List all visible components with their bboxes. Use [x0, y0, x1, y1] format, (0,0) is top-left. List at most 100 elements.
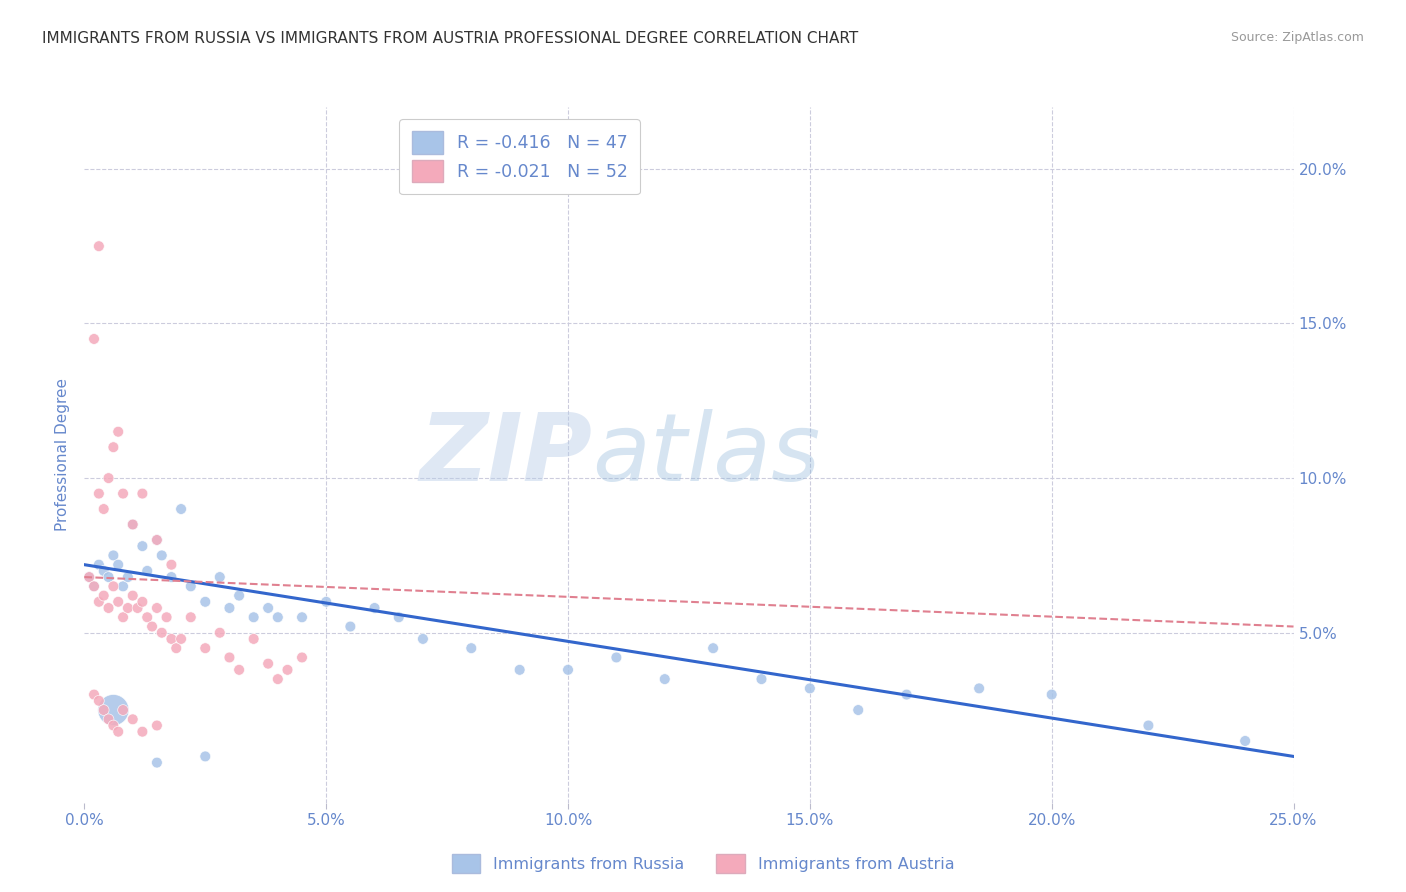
Point	[799, 681, 821, 696]
Point	[141, 619, 163, 633]
Point	[170, 502, 193, 516]
Point	[107, 558, 129, 572]
Point	[131, 724, 153, 739]
Point	[103, 703, 125, 717]
Point	[121, 517, 143, 532]
Point	[97, 471, 120, 485]
Point	[751, 672, 773, 686]
Point	[218, 650, 240, 665]
Point	[77, 570, 100, 584]
Point	[87, 239, 110, 253]
Point	[77, 570, 100, 584]
Point	[93, 502, 115, 516]
Point	[117, 570, 139, 584]
Point	[654, 672, 676, 686]
Point	[83, 579, 105, 593]
Legend: R = -0.416   N = 47, R = -0.021   N = 52: R = -0.416 N = 47, R = -0.021 N = 52	[399, 120, 640, 194]
Point	[267, 672, 290, 686]
Point	[165, 641, 187, 656]
Point	[97, 570, 120, 584]
Point	[131, 595, 153, 609]
Point	[146, 533, 169, 547]
Point	[131, 539, 153, 553]
Point	[103, 549, 125, 563]
Point	[160, 632, 183, 646]
Point	[228, 589, 250, 603]
Legend: Immigrants from Russia, Immigrants from Austria: Immigrants from Russia, Immigrants from …	[446, 847, 960, 880]
Point	[242, 632, 264, 646]
Point	[896, 688, 918, 702]
Point	[339, 619, 361, 633]
Point	[194, 595, 217, 609]
Point	[127, 601, 149, 615]
Point	[460, 641, 482, 656]
Point	[208, 570, 231, 584]
Point	[131, 486, 153, 500]
Point	[557, 663, 579, 677]
Point	[702, 641, 724, 656]
Point	[103, 718, 125, 732]
Point	[97, 712, 120, 726]
Point	[107, 425, 129, 439]
Text: ZIP: ZIP	[419, 409, 592, 501]
Point	[93, 589, 115, 603]
Point	[146, 601, 169, 615]
Point	[83, 332, 105, 346]
Point	[160, 558, 183, 572]
Point	[83, 688, 105, 702]
Point	[121, 517, 143, 532]
Point	[388, 610, 411, 624]
Point	[1137, 718, 1160, 732]
Point	[180, 610, 202, 624]
Point	[97, 601, 120, 615]
Text: IMMIGRANTS FROM RUSSIA VS IMMIGRANTS FROM AUSTRIA PROFESSIONAL DEGREE CORRELATIO: IMMIGRANTS FROM RUSSIA VS IMMIGRANTS FRO…	[42, 31, 859, 46]
Point	[363, 601, 385, 615]
Point	[136, 610, 159, 624]
Point	[107, 595, 129, 609]
Point	[155, 610, 177, 624]
Point	[150, 549, 173, 563]
Point	[257, 657, 280, 671]
Point	[121, 589, 143, 603]
Point	[267, 610, 290, 624]
Point	[117, 601, 139, 615]
Point	[967, 681, 990, 696]
Point	[87, 486, 110, 500]
Point	[146, 533, 169, 547]
Point	[412, 632, 434, 646]
Point	[276, 663, 298, 677]
Point	[194, 641, 217, 656]
Point	[112, 579, 135, 593]
Point	[136, 564, 159, 578]
Point	[93, 564, 115, 578]
Point	[846, 703, 869, 717]
Point	[103, 440, 125, 454]
Point	[170, 632, 193, 646]
Point	[218, 601, 240, 615]
Point	[150, 625, 173, 640]
Point	[242, 610, 264, 624]
Point	[87, 595, 110, 609]
Point	[112, 703, 135, 717]
Y-axis label: Professional Degree: Professional Degree	[55, 378, 70, 532]
Point	[107, 724, 129, 739]
Point	[1040, 688, 1063, 702]
Point	[112, 486, 135, 500]
Text: Source: ZipAtlas.com: Source: ZipAtlas.com	[1230, 31, 1364, 45]
Point	[180, 579, 202, 593]
Point	[103, 579, 125, 593]
Text: atlas: atlas	[592, 409, 821, 500]
Point	[257, 601, 280, 615]
Point	[87, 694, 110, 708]
Point	[291, 650, 314, 665]
Point	[146, 756, 169, 770]
Point	[194, 749, 217, 764]
Point	[509, 663, 531, 677]
Point	[291, 610, 314, 624]
Point	[228, 663, 250, 677]
Point	[87, 558, 110, 572]
Point	[112, 610, 135, 624]
Point	[605, 650, 627, 665]
Point	[146, 718, 169, 732]
Point	[208, 625, 231, 640]
